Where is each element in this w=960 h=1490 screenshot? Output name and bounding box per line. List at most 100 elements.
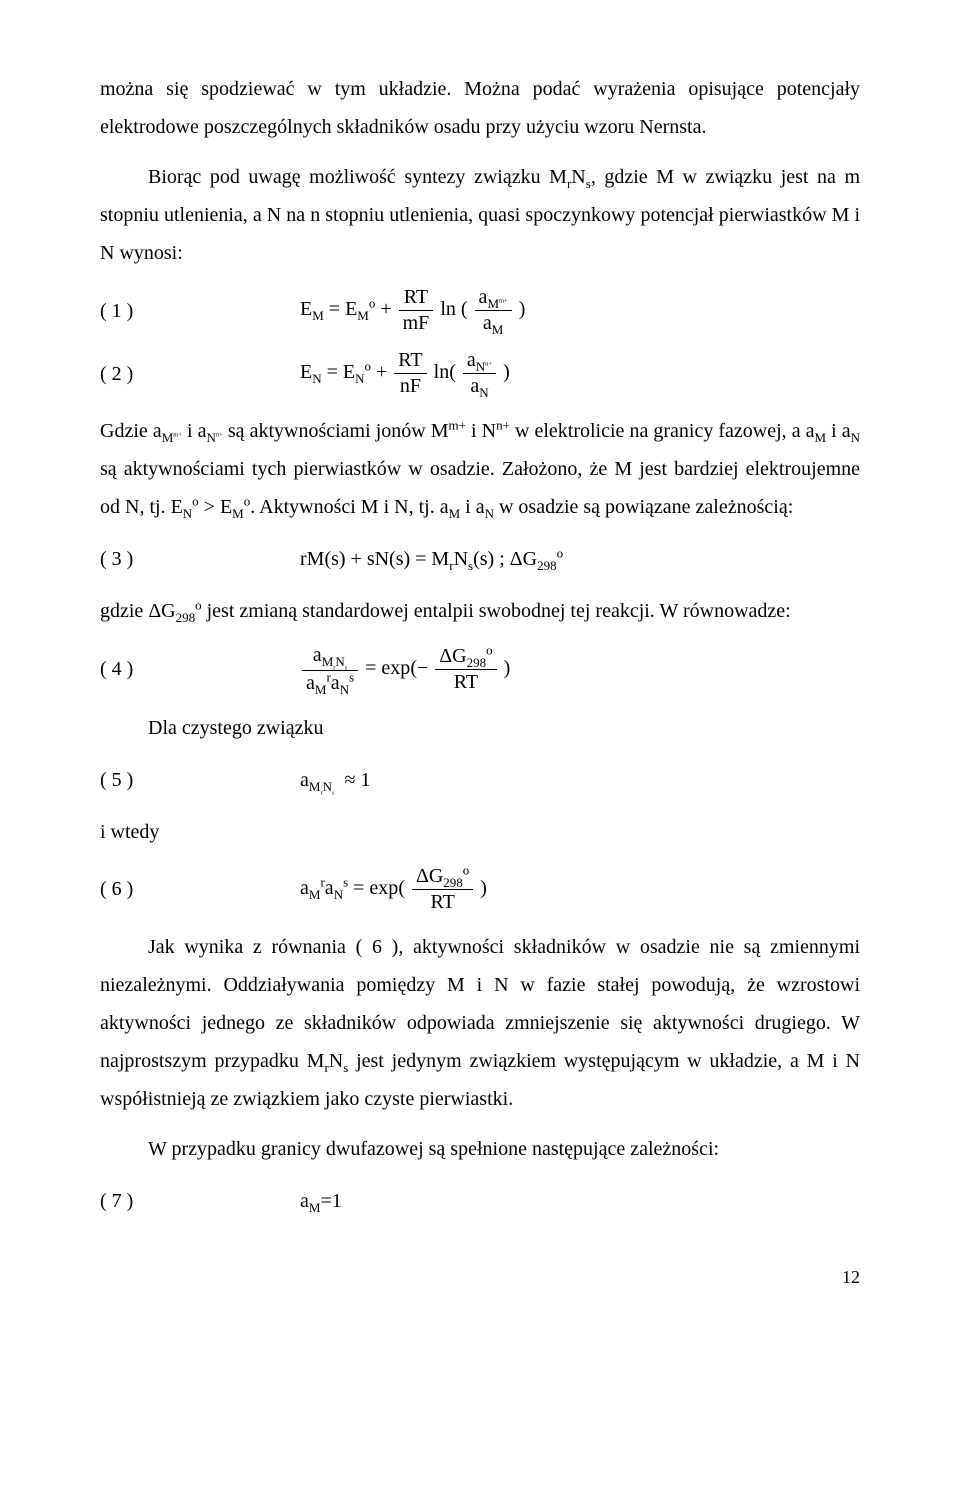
sym: ΔG — [510, 548, 537, 570]
text: w elektrolicie na granicy fazowej, a a — [510, 420, 815, 442]
sub: N — [355, 371, 364, 386]
sup: n+ — [496, 417, 510, 432]
sup: o — [365, 358, 372, 373]
sub: M — [322, 654, 334, 669]
sym: a — [300, 769, 309, 791]
sub: M — [449, 506, 461, 521]
eq-number: ( 6 ) — [100, 870, 190, 908]
eq-body: aM=1 — [190, 1182, 860, 1220]
sym: a — [313, 644, 322, 666]
paragraph-6: i wtedy — [100, 813, 860, 851]
sym: E — [300, 361, 312, 383]
sym: E — [345, 298, 357, 320]
sup: m+ — [173, 432, 182, 439]
fraction: RT mF — [399, 286, 434, 335]
fraction: ΔG298o RT — [435, 645, 496, 694]
sym: ; — [494, 548, 510, 570]
text: i N — [466, 420, 496, 442]
fraction: aMrNs aMraNs — [302, 644, 358, 695]
sym: = — [365, 657, 381, 679]
page-number: 12 — [100, 1260, 860, 1294]
sub: N — [323, 779, 332, 794]
sub: M — [309, 779, 321, 794]
eq-number: ( 1 ) — [100, 292, 190, 330]
numerator: aNn+ — [463, 349, 496, 374]
sym: a — [331, 672, 340, 694]
sub: 298 — [467, 655, 487, 670]
sup: o — [463, 862, 470, 877]
text: i a — [826, 420, 851, 442]
paragraph-8: W przypadku granicy dwufazowej są spełni… — [100, 1130, 860, 1168]
sym: ΔG — [416, 865, 443, 887]
sub: N — [334, 887, 343, 902]
sym: a — [300, 877, 309, 899]
numerator: aMm+ — [475, 286, 512, 311]
equation-5: ( 5 ) aMrNs ≈ 1 — [100, 761, 860, 799]
sym: exp — [369, 877, 398, 899]
sym: + — [380, 298, 396, 320]
text: N — [329, 1050, 343, 1072]
fraction: aNn+ aN — [463, 349, 496, 398]
sup: n+ — [216, 432, 223, 439]
paragraph-5: Dla czystego związku — [100, 709, 860, 747]
eq-number: ( 2 ) — [100, 355, 190, 393]
sub: 298 — [537, 558, 557, 573]
sym: E — [300, 298, 312, 320]
eq-number: ( 5 ) — [100, 761, 190, 799]
text: jest zmianą standardowej entalpii swobod… — [202, 600, 791, 622]
sym: ≈ 1 — [345, 769, 371, 791]
sub: 298 — [176, 610, 196, 625]
sym: ln — [440, 298, 456, 320]
text: Gdzie — [100, 420, 153, 442]
sub: M — [492, 322, 504, 337]
sub: s — [345, 665, 348, 672]
sub: M — [162, 430, 174, 445]
denominator: aMraNs — [302, 671, 358, 695]
sub: N — [183, 506, 192, 521]
sym: = — [329, 298, 345, 320]
sub: N — [485, 506, 494, 521]
sym: N — [454, 548, 468, 570]
equation-3: ( 3 ) rM(s) + sN(s) = MrNs(s) ; ΔG298o — [100, 540, 860, 578]
equation-2: ( 2 ) EN = ENo + RT nF ln( aNn+ aN ) — [100, 349, 860, 398]
equation-4: ( 4 ) aMrNs aMraNs = exp(− ΔG298o RT ) — [100, 644, 860, 695]
eq-body: EN = ENo + RT nF ln( aNn+ aN ) — [190, 349, 860, 398]
fraction: RT nF — [394, 349, 426, 398]
eq-number: ( 4 ) — [100, 650, 190, 688]
sym: − — [417, 657, 428, 679]
eq-body: rM(s) + sN(s) = MrNs(s) ; ΔG298o — [190, 540, 860, 578]
sup: s — [343, 874, 348, 889]
sub: M — [487, 296, 499, 311]
sym: = — [327, 361, 343, 383]
sub: M — [315, 682, 327, 697]
sym: = — [353, 877, 369, 899]
fraction: aMm+ aM — [475, 286, 512, 335]
denominator: RT — [435, 670, 496, 694]
numerator: RT — [394, 349, 426, 374]
sym: E — [343, 361, 355, 383]
equation-7: ( 7 ) aM=1 — [100, 1182, 860, 1220]
numerator: ΔG298o — [435, 645, 496, 670]
sym: a — [300, 1190, 309, 1212]
sup: m+ — [449, 417, 466, 432]
eq-body: EM = EMo + RT mF ln ( aMm+ aM ) — [190, 286, 860, 335]
sym: (s) — [473, 548, 494, 570]
sup: o — [486, 642, 493, 657]
text: są aktywnościami jonów M — [223, 420, 449, 442]
text: w osadzie są powiązane zależnością: — [494, 496, 793, 518]
sup: o — [369, 295, 376, 310]
text: gdzie — [100, 600, 148, 622]
text: i a — [460, 496, 484, 518]
numerator: RT — [399, 286, 434, 311]
sym: a — [325, 877, 334, 899]
fraction: ΔG298o RT — [412, 865, 473, 914]
sup: s — [349, 669, 354, 684]
sym: a — [467, 349, 476, 371]
sub: M — [815, 430, 827, 445]
text: i — [182, 420, 198, 442]
sym: a — [470, 375, 479, 397]
numerator: ΔG298o — [412, 865, 473, 890]
sub: M — [357, 308, 369, 323]
sub: 298 — [443, 875, 463, 890]
eq-number: ( 3 ) — [100, 540, 190, 578]
